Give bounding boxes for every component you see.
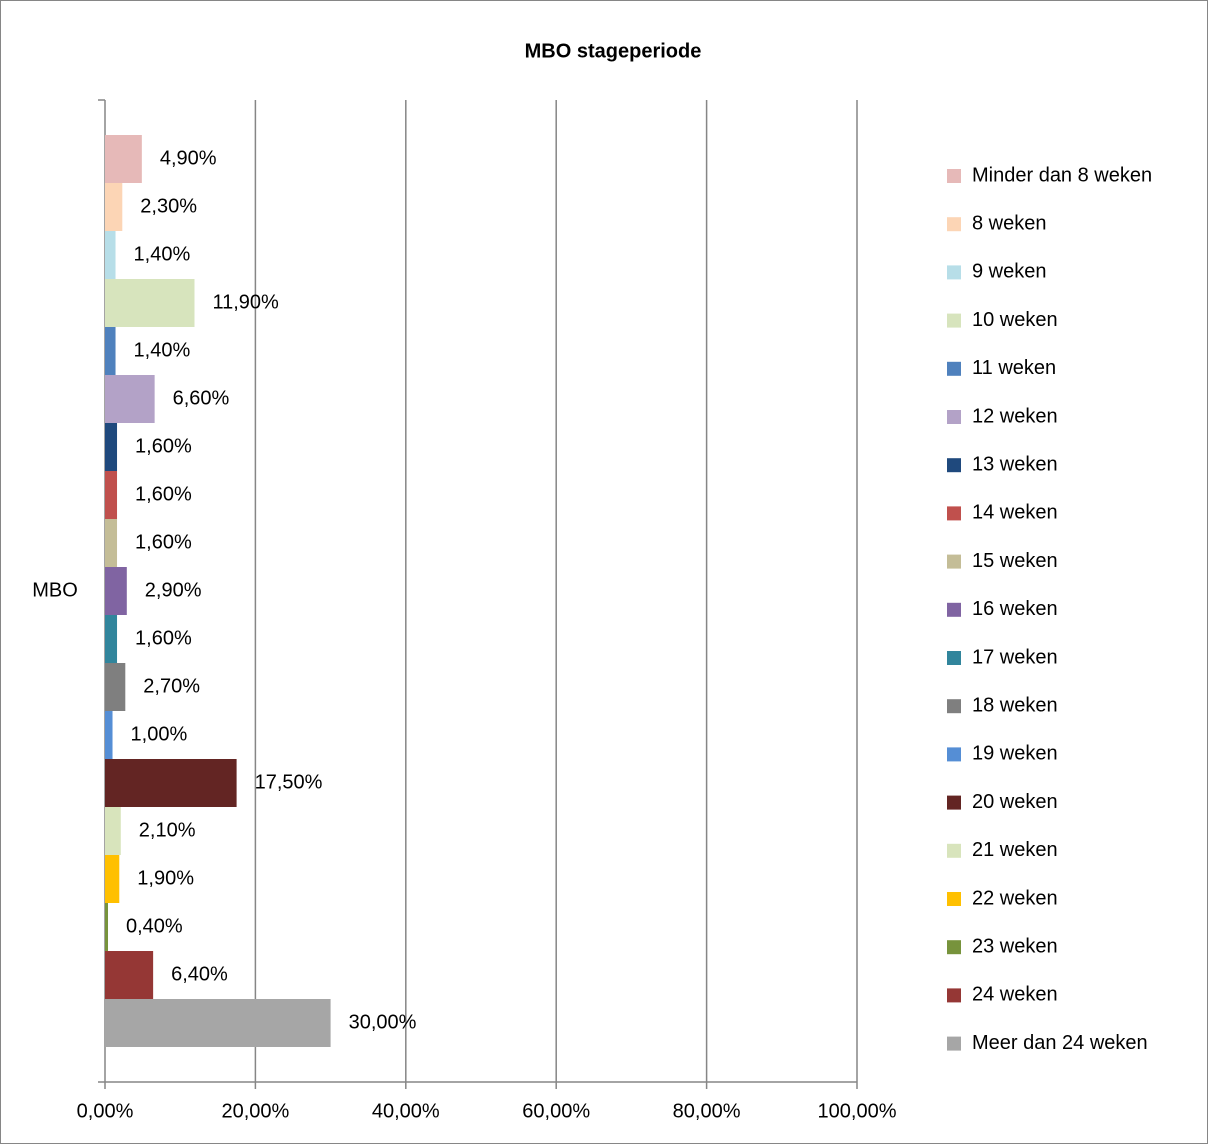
bar bbox=[105, 231, 116, 279]
legend-label: 22 weken bbox=[972, 887, 1058, 909]
bar bbox=[105, 711, 113, 759]
bar bbox=[105, 903, 109, 951]
data-label: 6,40% bbox=[171, 963, 228, 985]
bar bbox=[105, 807, 121, 855]
bar bbox=[105, 471, 118, 519]
legend-label: 11 weken bbox=[972, 357, 1056, 379]
legend-swatch bbox=[947, 892, 961, 906]
data-label: 17,50% bbox=[255, 771, 323, 793]
data-label: 2,70% bbox=[143, 675, 200, 697]
legend-label: 10 weken bbox=[972, 309, 1058, 331]
bar bbox=[105, 615, 118, 663]
data-label: 2,90% bbox=[145, 579, 202, 601]
legend-swatch bbox=[947, 988, 961, 1003]
legend-label: 14 weken bbox=[972, 502, 1058, 524]
data-label: 1,40% bbox=[134, 243, 191, 265]
data-label: 1,60% bbox=[135, 627, 192, 649]
legend-label: 23 weken bbox=[972, 935, 1058, 957]
bar bbox=[105, 375, 155, 423]
legend-swatch bbox=[947, 1036, 961, 1051]
data-label: 11,90% bbox=[212, 291, 279, 313]
bar bbox=[105, 759, 237, 807]
legend-swatch bbox=[947, 699, 961, 714]
legend-swatch bbox=[947, 940, 961, 955]
data-label: 1,00% bbox=[131, 723, 188, 745]
legend-swatch bbox=[947, 651, 961, 665]
legend-swatch bbox=[947, 843, 961, 858]
bar bbox=[105, 135, 142, 183]
data-label: 0,40% bbox=[126, 915, 183, 937]
data-label: 1,90% bbox=[137, 867, 194, 889]
x-tick-label: 60,00% bbox=[522, 1100, 590, 1122]
legend-label: 9 weken bbox=[972, 261, 1047, 283]
legend-label: 12 weken bbox=[972, 405, 1058, 427]
bar bbox=[105, 855, 120, 903]
x-tick-label: 0,00% bbox=[77, 1100, 134, 1122]
data-label: 2,10% bbox=[139, 819, 196, 841]
bar bbox=[105, 423, 118, 471]
bar bbox=[105, 999, 331, 1047]
bar bbox=[105, 663, 126, 711]
legend-swatch bbox=[947, 169, 961, 183]
legend-label: 21 weken bbox=[972, 839, 1058, 861]
legend-label: 15 weken bbox=[972, 550, 1058, 572]
legend-swatch bbox=[947, 795, 961, 810]
legend-label: 17 weken bbox=[972, 646, 1058, 668]
data-label: 6,60% bbox=[173, 387, 230, 409]
chart-title: MBO stageperiode bbox=[525, 40, 702, 62]
legend-swatch bbox=[947, 458, 961, 473]
bar bbox=[105, 951, 154, 999]
x-tick-label: 20,00% bbox=[221, 1100, 289, 1122]
data-label: 1,60% bbox=[135, 483, 192, 505]
data-label: 1,60% bbox=[135, 435, 192, 457]
data-label: 4,90% bbox=[160, 147, 217, 169]
data-label: 1,40% bbox=[134, 339, 191, 361]
legend-label: 24 weken bbox=[972, 984, 1058, 1006]
x-tick-label: 100,00% bbox=[818, 1100, 897, 1122]
legend-label: 18 weken bbox=[972, 694, 1058, 716]
legend-swatch bbox=[947, 313, 961, 328]
legend-swatch bbox=[947, 602, 961, 617]
legend-swatch bbox=[947, 361, 961, 376]
legend-label: 19 weken bbox=[972, 743, 1058, 765]
legend-swatch bbox=[947, 410, 961, 424]
legend-swatch bbox=[947, 747, 961, 762]
data-label: 1,60% bbox=[135, 531, 192, 553]
legend-label: Meer dan 24 weken bbox=[972, 1032, 1148, 1054]
bar bbox=[105, 327, 116, 375]
data-label: 30,00% bbox=[349, 1011, 417, 1033]
legend-label: 20 weken bbox=[972, 791, 1058, 813]
legend-swatch bbox=[947, 217, 961, 232]
legend-label: Minder dan 8 weken bbox=[972, 164, 1152, 186]
legend-label: 16 weken bbox=[972, 598, 1058, 620]
legend-label: 13 weken bbox=[972, 453, 1058, 475]
x-tick-label: 40,00% bbox=[372, 1100, 440, 1122]
bar bbox=[105, 567, 127, 615]
legend-swatch bbox=[947, 506, 961, 521]
bar bbox=[105, 279, 195, 327]
legend-swatch bbox=[947, 265, 961, 280]
bar bbox=[105, 519, 118, 567]
x-tick-label: 80,00% bbox=[673, 1100, 741, 1122]
bar bbox=[105, 183, 123, 231]
legend-swatch bbox=[947, 554, 961, 569]
data-label: 2,30% bbox=[140, 195, 197, 217]
legend-label: 8 weken bbox=[972, 212, 1047, 234]
y-tick-label: MBO bbox=[32, 579, 78, 601]
